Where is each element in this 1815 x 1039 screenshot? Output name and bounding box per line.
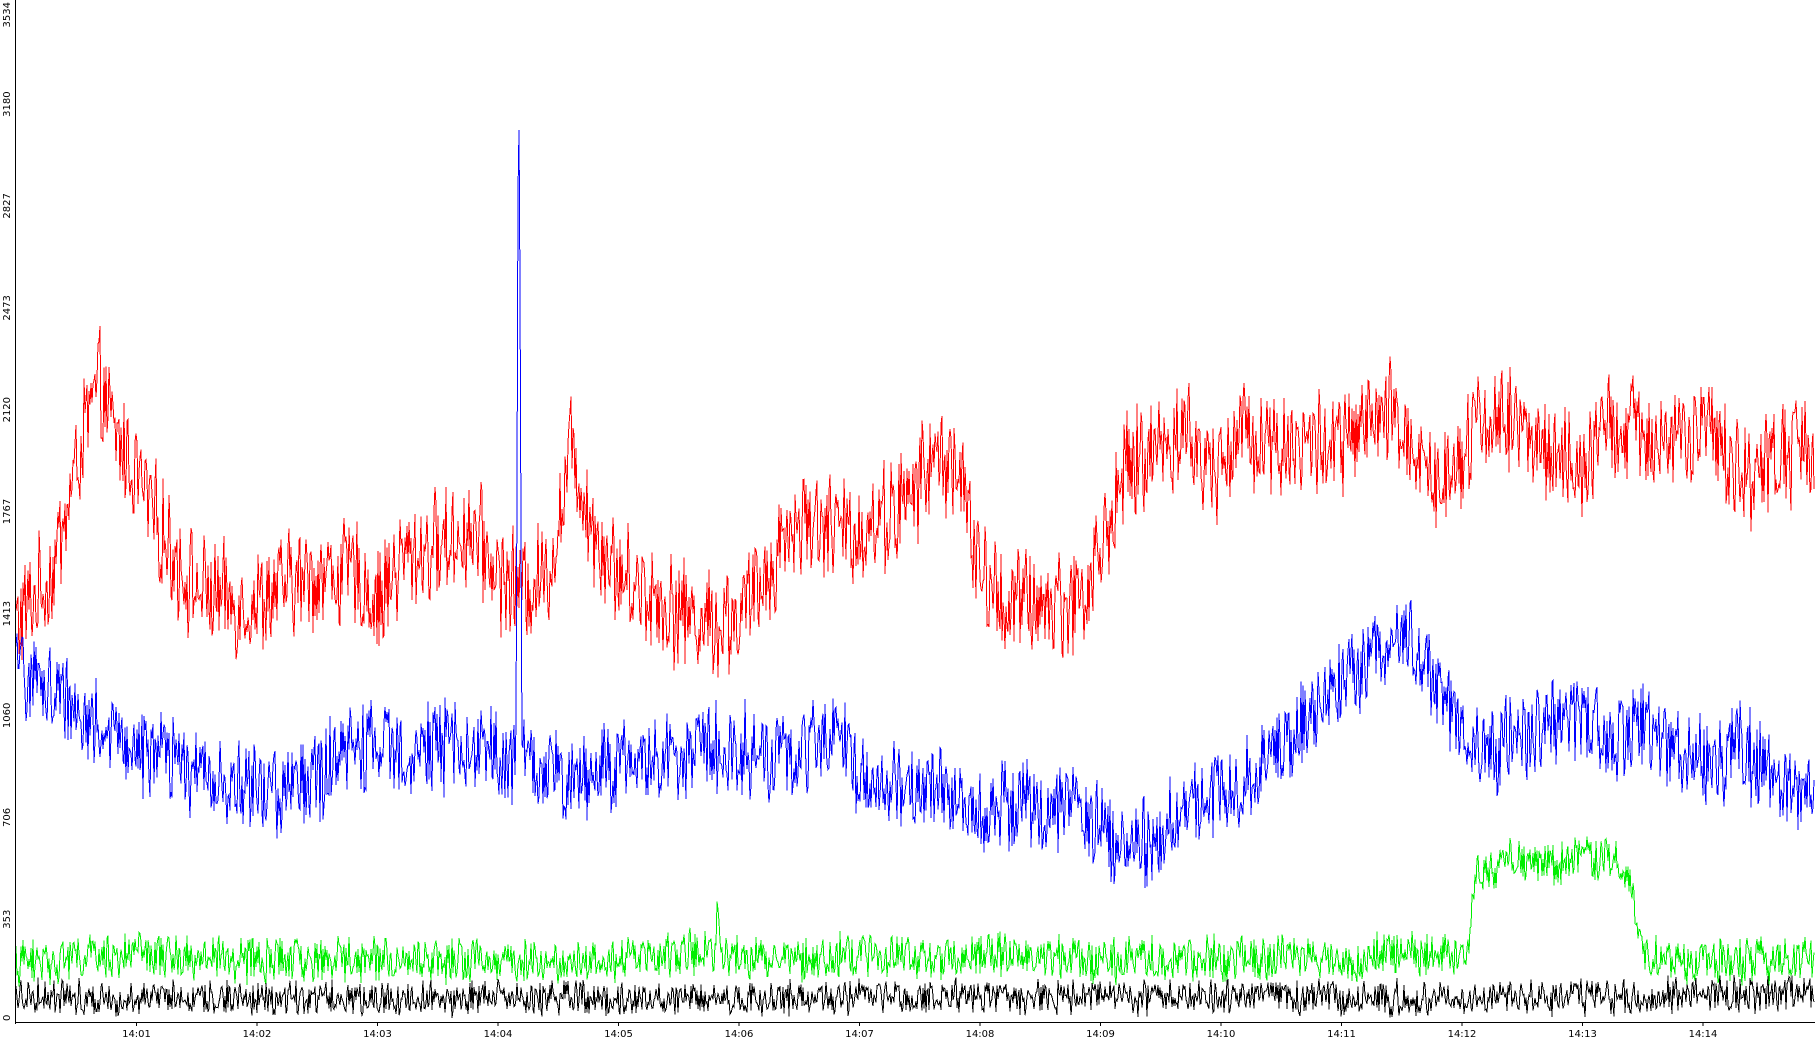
x-tick-label: 14:08 bbox=[966, 1029, 995, 1039]
y-tick-label: 2827 bbox=[2, 193, 13, 218]
y-tick-label: 2473 bbox=[2, 295, 13, 320]
series-layer bbox=[15, 129, 1815, 1019]
x-tick-label: 14:01 bbox=[122, 1029, 151, 1039]
y-tick-label: 706 bbox=[2, 808, 13, 827]
x-tick-label: 14:03 bbox=[363, 1029, 392, 1039]
x-tick-labels: 14:01 14:02 14:03 14:04 14:05 14:06 14:07 14:08… bbox=[122, 1022, 1717, 1039]
x-tick-label: 14:11 bbox=[1327, 1029, 1356, 1039]
x-tick-label: 14:13 bbox=[1568, 1029, 1597, 1039]
y-tick-label: 1413 bbox=[2, 601, 13, 626]
x-tick-label: 14:02 bbox=[243, 1029, 272, 1039]
x-tick-label: 14:06 bbox=[725, 1029, 754, 1039]
x-tick-label: 14:04 bbox=[484, 1029, 513, 1039]
series-red-line bbox=[15, 325, 1815, 678]
series-blue-line bbox=[15, 129, 1815, 888]
x-tick-label: 14:09 bbox=[1086, 1029, 1115, 1039]
y-tick-label: 353 bbox=[2, 910, 13, 929]
series-green-line bbox=[15, 836, 1815, 987]
y-tick-label: 1767 bbox=[2, 499, 13, 524]
series-black-line bbox=[15, 975, 1815, 1019]
x-tick-label: 14:14 bbox=[1689, 1029, 1718, 1039]
y-tick-labels: 0 353 706 1060 1413 1767 2120 2473 2827 3180 3534 bbox=[2, 2, 13, 1021]
y-tick-label: 2120 bbox=[2, 397, 13, 422]
y-tick-label: 1060 bbox=[2, 703, 13, 728]
x-tick-label: 14:12 bbox=[1448, 1029, 1477, 1039]
x-tick-label: 14:05 bbox=[604, 1029, 633, 1039]
x-tick-label: 14:10 bbox=[1207, 1029, 1236, 1039]
x-tick-label: 14:07 bbox=[845, 1029, 874, 1039]
y-tick-label: 3534 bbox=[2, 2, 13, 27]
y-tick-label: 3180 bbox=[2, 91, 13, 116]
y-tick-label: 0 bbox=[2, 1015, 13, 1021]
